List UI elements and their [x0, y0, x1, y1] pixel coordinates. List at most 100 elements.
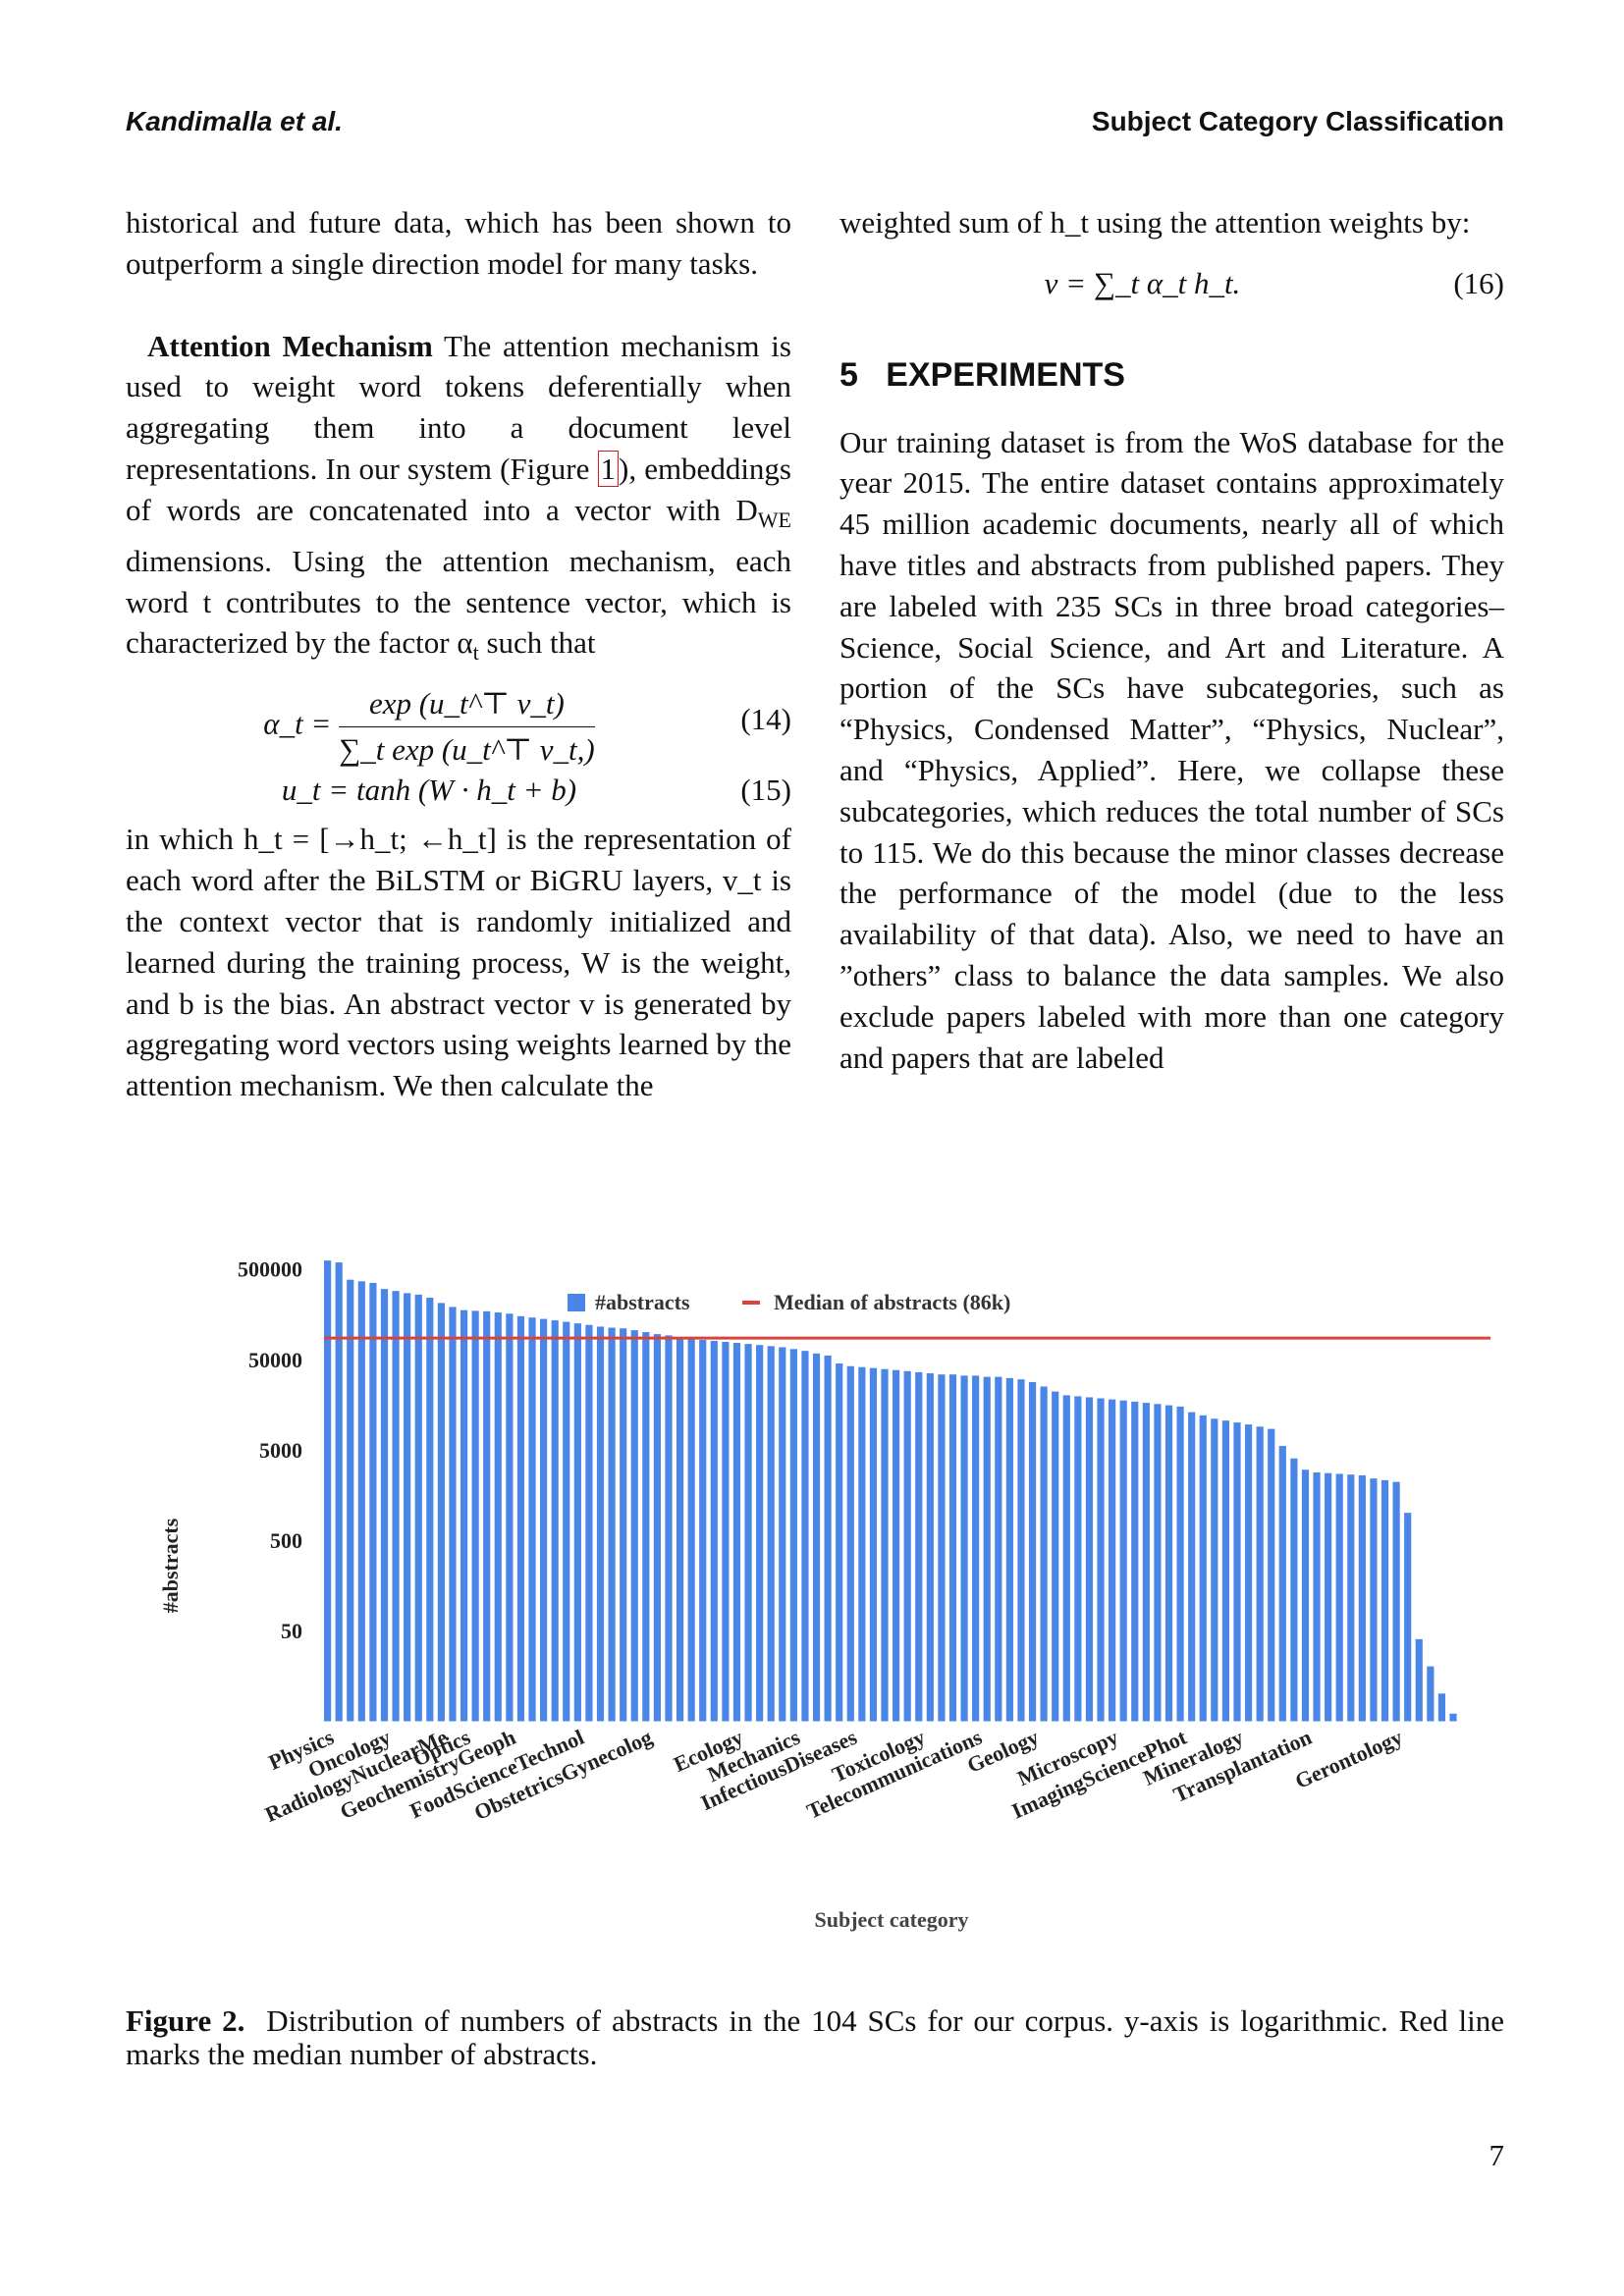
bar	[494, 1312, 502, 1722]
bar	[915, 1371, 923, 1722]
bar	[903, 1370, 911, 1722]
bar	[642, 1332, 650, 1722]
bar	[563, 1321, 570, 1722]
bar	[335, 1262, 343, 1722]
bar	[1437, 1693, 1446, 1722]
bar	[744, 1344, 752, 1722]
y-axis-label: #abstracts	[158, 1518, 183, 1613]
bar	[983, 1376, 991, 1722]
bar	[756, 1345, 764, 1722]
figure-caption: Figure 2. Distribution of numbers of abs…	[126, 2003, 1505, 2071]
runin-heading: Attention Mechanism	[147, 328, 433, 363]
bar	[893, 1369, 900, 1722]
bar	[1278, 1446, 1286, 1722]
bar	[1380, 1479, 1389, 1722]
bar	[1301, 1469, 1310, 1722]
bar	[1427, 1666, 1435, 1722]
figure-2: #abstracts Median of abstracts (86k) 50 500…	[126, 1256, 1504, 1944]
bar	[1244, 1424, 1253, 1722]
bar	[1028, 1381, 1037, 1722]
bar	[608, 1327, 616, 1722]
bar	[1256, 1426, 1264, 1722]
bar	[1268, 1428, 1275, 1722]
y-tick-label: 500000	[238, 1257, 302, 1282]
bar	[573, 1323, 581, 1722]
bar	[1109, 1399, 1116, 1722]
bar	[1154, 1404, 1162, 1722]
bar	[824, 1355, 832, 1722]
bar	[699, 1339, 707, 1722]
bar	[1199, 1415, 1207, 1722]
bar	[1017, 1379, 1025, 1722]
bar	[732, 1343, 741, 1722]
bar	[369, 1282, 377, 1722]
paragraph-attention: Attention Mechanism The attention mechan…	[126, 328, 791, 666]
bar	[767, 1346, 775, 1722]
x-axis-label: Subject category	[814, 1907, 968, 1932]
section-heading: 5 EXPERIMENTS	[839, 355, 1125, 394]
bar	[1449, 1713, 1457, 1722]
bar	[995, 1376, 1002, 1722]
bar	[357, 1281, 365, 1722]
bar	[722, 1341, 730, 1722]
legend-label-abstracts: #abstracts	[595, 1290, 690, 1314]
bar-chart: #abstracts Median of abstracts (86k) 50 500…	[158, 1257, 1490, 1932]
bar	[483, 1310, 491, 1722]
bar	[1131, 1401, 1139, 1722]
bar	[596, 1326, 605, 1722]
bar	[801, 1351, 809, 1722]
bar	[414, 1294, 422, 1722]
paragraph: historical and future data, which has be…	[126, 205, 791, 281]
bar	[551, 1320, 559, 1722]
bar	[1347, 1474, 1355, 1722]
bar	[1005, 1377, 1013, 1722]
y-tick-label: 50	[281, 1619, 302, 1643]
bar	[1052, 1391, 1059, 1722]
bar	[1313, 1472, 1321, 1722]
bar	[869, 1367, 878, 1722]
bar	[938, 1374, 946, 1722]
bar	[653, 1334, 661, 1722]
bar	[585, 1324, 593, 1722]
bar	[789, 1349, 797, 1722]
bar	[449, 1307, 457, 1722]
bar	[1062, 1395, 1070, 1722]
bar	[506, 1313, 514, 1722]
bar	[1358, 1474, 1366, 1722]
bar	[1119, 1400, 1127, 1722]
bar	[1415, 1638, 1423, 1722]
right-column: weighted sum of h_t using the attention …	[839, 202, 1504, 1078]
bar	[1233, 1422, 1241, 1722]
paragraph: weighted sum of h_t using the attention …	[839, 205, 1471, 240]
bar	[881, 1368, 889, 1722]
running-header-authors: Kandimalla et al.	[126, 106, 343, 136]
bar	[836, 1362, 843, 1722]
bar	[1404, 1513, 1412, 1722]
bar	[1211, 1418, 1218, 1722]
figure-link[interactable]: 1	[597, 450, 619, 487]
bar	[1370, 1478, 1378, 1722]
bar	[1325, 1472, 1332, 1722]
legend-swatch-abstracts	[568, 1294, 585, 1311]
bar	[528, 1317, 536, 1722]
bar	[1188, 1412, 1196, 1722]
y-tick-label: 50000	[248, 1348, 302, 1372]
bar	[437, 1303, 445, 1722]
bar	[630, 1330, 638, 1722]
bar	[846, 1365, 854, 1722]
bar	[1097, 1398, 1105, 1722]
bar	[1164, 1405, 1173, 1722]
bar	[1176, 1406, 1184, 1722]
running-header-title: Subject Category Classification	[1091, 106, 1504, 136]
bar	[858, 1366, 866, 1722]
bar	[426, 1298, 434, 1722]
bar	[404, 1293, 411, 1722]
bar	[1040, 1386, 1048, 1722]
bar	[1085, 1397, 1094, 1722]
paragraph: Our training dataset is from the WoS dat…	[839, 424, 1504, 1075]
equation-16: v = ∑_t α_t h_t. (16)	[1044, 265, 1504, 300]
equation-14: α_t = exp (u_t^⊤ v_t) ∑_t exp (u_t^⊤ v_t…	[126, 677, 791, 767]
bar	[1142, 1403, 1150, 1722]
paragraph: in which h_t = [→h_t; ←h_t] is the repre…	[126, 822, 791, 1103]
equation-15: u_t = tanh (W · h_t + b) (15)	[281, 773, 791, 808]
